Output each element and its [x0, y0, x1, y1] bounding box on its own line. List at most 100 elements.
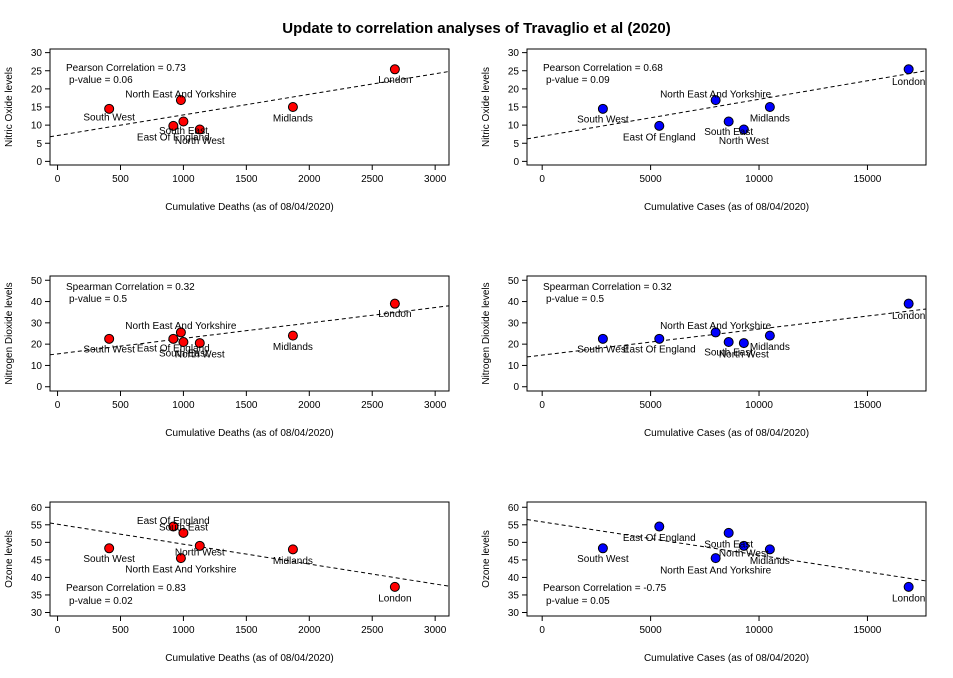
ozone-deaths-point-midlands: [287, 544, 298, 555]
dioxide-cases-point-label-south-west: South West: [577, 344, 629, 355]
nitric-cases-point-south-east: [723, 116, 734, 127]
nitric-deaths-point-north-west: [194, 124, 205, 135]
nitric-cases-y-tick-label: 0: [513, 157, 519, 168]
ozone-cases-point-midlands: [764, 544, 775, 555]
ozone-deaths-point-north-east-and-yorkshire: [175, 553, 186, 564]
dioxide-deaths-x-tick-label: 2000: [298, 400, 321, 411]
nitric-cases-x-tick-label: 5000: [639, 174, 662, 185]
ozone-deaths-point-label-south-east: South East: [159, 522, 208, 533]
dioxide-cases-y-tick-label: 50: [508, 276, 520, 287]
ozone-deaths-x-tick-label: 1500: [235, 625, 258, 636]
nitric-deaths-point-label-midlands: Midlands: [273, 114, 313, 125]
ozone-cases-point-label-east-of-england: East Of England: [623, 533, 696, 544]
dioxide-deaths-plot-frame: [49, 275, 450, 392]
nitric-cases-point-label-north-west: North West: [719, 136, 769, 147]
dioxide-deaths-point-label-london: London: [378, 309, 411, 320]
dioxide-deaths-x-tick-label: 500: [112, 400, 129, 411]
ozone-cases-x-tick-label: 15000: [854, 625, 882, 636]
nitric-deaths-x-axis-label: Cumulative Deaths (as of 08/04/2020): [165, 202, 333, 213]
dioxide-deaths-y-tick-label: 30: [31, 318, 43, 329]
nitric-cases-y-tick-label: 20: [508, 84, 520, 95]
dioxide-cases-p-value-label: p-value = 0.5: [546, 294, 605, 305]
nitric-cases-point-label-south-west: South West: [577, 114, 629, 125]
dioxide-cases-point-midlands: [764, 330, 775, 341]
dioxide-cases-point-north-east-and-yorkshire: [710, 327, 721, 338]
nitric-deaths-x-tick-label: 1000: [172, 174, 195, 185]
nitric-deaths-y-tick-label: 0: [36, 157, 42, 168]
nitric-deaths-correlation-label: Pearson Correlation = 0.73: [66, 63, 186, 74]
ozone-cases-point-label-south-east: South East: [704, 539, 753, 550]
dioxide-cases-point-east-of-england: [654, 333, 665, 344]
ozone-deaths-trend-line: [50, 522, 449, 587]
nitric-cases-point-label-east-of-england: East Of England: [623, 132, 696, 143]
ozone-deaths-point-south-west: [104, 543, 115, 554]
nitric-cases-point-east-of-england: [654, 120, 665, 131]
ozone-deaths-point-label-london: London: [378, 593, 411, 604]
dioxide-deaths-point-south-east: [178, 337, 189, 348]
dioxide-deaths-y-axis-label: Nitrogen Dioxide levels: [4, 282, 15, 384]
nitric-deaths-trend-line: [50, 70, 449, 138]
ozone-cases-point-label-south-west: South West: [577, 554, 629, 565]
dioxide-cases-x-tick-label: 10000: [745, 400, 773, 411]
dioxide-deaths-y-tick-label: 50: [31, 276, 43, 287]
dioxide-deaths-point-label-east-of-england: East Of England: [137, 343, 210, 354]
ozone-cases-y-tick-label: 45: [508, 555, 520, 566]
ozone-cases-y-axis-label: Ozone levels: [481, 530, 492, 588]
dioxide-cases-correlation-label: Spearman Correlation = 0.32: [543, 282, 672, 293]
ozone-deaths-point-label-east-of-england: East Of England: [137, 516, 210, 527]
dioxide-deaths-point-label-midlands: Midlands: [273, 342, 313, 353]
dioxide-deaths-point-london: [389, 298, 400, 309]
nitric-deaths-point-label-south-west: South West: [83, 112, 135, 123]
ozone-cases-point-label-midlands: Midlands: [750, 556, 790, 567]
nitric-deaths-y-tick-label: 5: [36, 139, 42, 150]
dioxide-deaths-point-label-south-west: South West: [83, 344, 135, 355]
nitric-deaths-point-south-west: [104, 103, 115, 114]
nitric-deaths-p-value-label: p-value = 0.06: [69, 75, 133, 86]
ozone-deaths-point-south-east: [178, 527, 189, 538]
dioxide-cases-y-tick-label: 40: [508, 297, 520, 308]
nitric-cases-point-label-london: London: [892, 77, 925, 88]
ozone-deaths-point-label-north-east-and-yorkshire: North East And Yorkshire: [125, 565, 237, 576]
ozone-deaths-y-tick-label: 30: [31, 608, 43, 619]
ozone-cases-y-tick-label: 30: [508, 608, 520, 619]
dioxide-cases-plot-frame: [526, 275, 927, 392]
ozone-deaths-y-tick-label: 45: [31, 555, 43, 566]
dioxide-cases-point-label-midlands: Midlands: [750, 342, 790, 353]
ozone-deaths-point-label-midlands: Midlands: [273, 556, 313, 567]
dioxide-deaths-x-tick-label: 1000: [172, 400, 195, 411]
ozone-cases-x-axis-label: Cumulative Cases (as of 08/04/2020): [644, 653, 809, 664]
dioxide-deaths-x-tick-label: 3000: [424, 400, 447, 411]
ozone-deaths-y-tick-label: 35: [31, 590, 43, 601]
ozone-deaths-x-tick-label: 2500: [361, 625, 384, 636]
dioxide-deaths-y-tick-label: 10: [31, 361, 43, 372]
ozone-cases-point-north-east-and-yorkshire: [710, 553, 721, 564]
nitric-deaths-point-midlands: [287, 102, 298, 112]
nitric-deaths-x-tick-label: 0: [55, 174, 61, 185]
ozone-cases-point-label-london: London: [892, 593, 925, 604]
ozone-deaths-y-axis-label: Ozone levels: [4, 530, 15, 588]
ozone-cases-point-label-north-east-and-yorkshire: North East And Yorkshire: [660, 566, 772, 577]
nitric-deaths-y-tick-label: 30: [31, 48, 43, 59]
ozone-cases-x-tick-label: 5000: [639, 625, 662, 636]
nitric-cases-point-north-west: [738, 124, 749, 135]
ozone-cases-point-south-west: [597, 543, 608, 554]
dioxide-cases-x-tick-label: 0: [539, 400, 545, 411]
ozone-deaths-y-tick-label: 40: [31, 573, 43, 584]
dioxide-deaths-trend-line: [50, 305, 449, 356]
nitric-cases-x-axis-label: Cumulative Cases (as of 08/04/2020): [644, 202, 809, 213]
nitric-cases-point-london: [903, 64, 914, 75]
nitric-deaths-point-label-north-west: North West: [175, 136, 225, 147]
nitric-cases-y-tick-label: 10: [508, 121, 520, 132]
nitric-deaths-point-label-london: London: [378, 75, 411, 86]
ozone-deaths-x-axis-label: Cumulative Deaths (as of 08/04/2020): [165, 653, 333, 664]
dioxide-cases-y-tick-label: 30: [508, 318, 520, 329]
dioxide-deaths-point-label-north-east-and-yorkshire: North East And Yorkshire: [125, 321, 237, 332]
nitric-deaths-y-tick-label: 15: [31, 103, 43, 114]
dioxide-deaths-correlation-label: Spearman Correlation = 0.32: [66, 282, 195, 293]
nitric-deaths-y-tick-label: 20: [31, 84, 43, 95]
dioxide-deaths-point-label-north-west: North West: [175, 350, 225, 361]
dioxide-cases-x-axis-label: Cumulative Cases (as of 08/04/2020): [644, 428, 809, 439]
nitric-cases-point-label-north-east-and-yorkshire: North East And Yorkshire: [660, 90, 772, 101]
nitric-cases-y-axis-label: Nitric Oxide levels: [481, 67, 492, 147]
nitric-deaths-x-tick-label: 500: [112, 174, 129, 185]
